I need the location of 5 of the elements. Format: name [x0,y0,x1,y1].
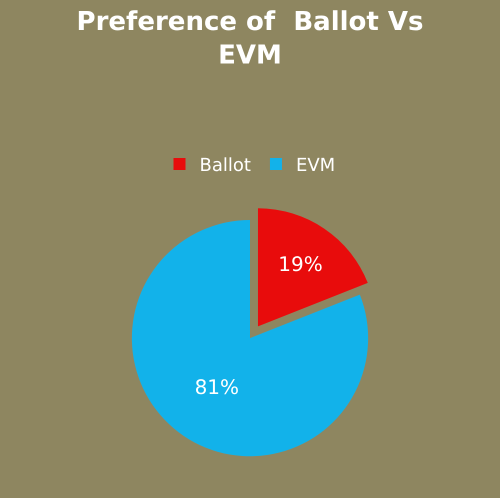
legend-label: Ballot [200,154,251,176]
legend-label: EVM [296,154,336,176]
chart-title: Preference of Ballot Vs EVM [76,6,424,71]
data-label: 19% [278,252,323,276]
data-label: 81% [194,374,240,399]
